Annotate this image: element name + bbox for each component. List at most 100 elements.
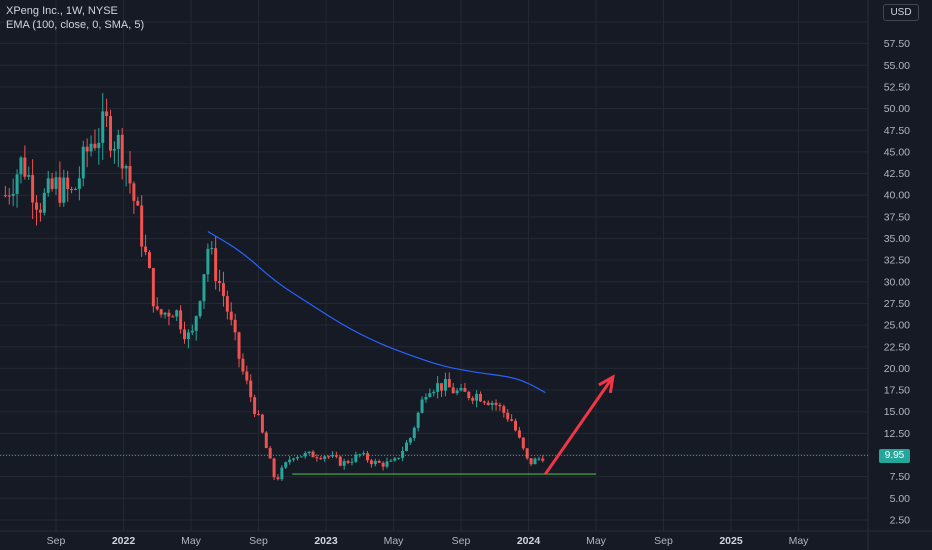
candle-body	[366, 453, 370, 461]
candle-body	[288, 459, 292, 463]
candle-body	[89, 143, 93, 152]
candle-body	[183, 329, 187, 340]
candle-body	[447, 379, 451, 388]
candle-body	[136, 200, 140, 206]
candle-body	[541, 458, 545, 461]
candle-body	[443, 379, 447, 391]
candle-body	[292, 458, 296, 460]
arrow-shaft	[544, 376, 615, 475]
x-tick-label: Sep	[47, 535, 66, 547]
candle-body	[163, 312, 167, 315]
candle-body	[475, 393, 479, 401]
candle-body	[58, 177, 62, 203]
candle-body	[140, 205, 144, 247]
candle-body	[354, 454, 358, 462]
candle-body	[502, 406, 506, 413]
candle-body	[3, 195, 7, 197]
candle-body	[299, 456, 303, 458]
candle-body	[498, 404, 502, 407]
candle-body	[268, 448, 272, 459]
x-tick-label: 2022	[112, 535, 136, 547]
candle-body	[369, 460, 373, 465]
candle-body	[440, 383, 444, 391]
candle-body	[105, 111, 109, 117]
x-tick-label: May	[789, 535, 810, 547]
candle-body	[233, 319, 237, 333]
x-tick-label: May	[181, 535, 202, 547]
y-tick-label: 45.00	[884, 146, 910, 158]
candle-body	[338, 456, 342, 466]
candle-body	[397, 457, 401, 459]
candle-body	[186, 332, 190, 340]
y-tick-label: 12.50	[884, 428, 910, 440]
candle-body	[66, 177, 70, 190]
candle-body	[210, 248, 214, 250]
candle-body	[151, 268, 155, 307]
candle-body	[315, 457, 319, 459]
candle-body	[144, 246, 148, 253]
candle-body	[424, 397, 428, 400]
x-tick-label: May	[384, 535, 405, 547]
y-tick-label: 7.50	[890, 471, 911, 483]
candle-body	[525, 448, 529, 459]
candle-body	[46, 178, 50, 193]
candle-body	[490, 402, 494, 405]
candle-body	[330, 455, 334, 457]
y-tick-label: 52.50	[884, 81, 910, 93]
candle-body	[167, 312, 171, 317]
y-tick-label: 37.50	[884, 211, 910, 223]
candle-body	[529, 458, 533, 465]
candle-body	[124, 166, 128, 169]
candle-body	[506, 412, 510, 420]
y-tick-label: 30.00	[884, 276, 910, 288]
candle-body	[27, 175, 31, 177]
candle-body	[432, 391, 436, 394]
candle-body	[467, 391, 471, 398]
candle-body	[272, 458, 276, 478]
candle-body	[159, 309, 163, 315]
candle-body	[7, 195, 11, 197]
candle-body	[31, 175, 35, 203]
candle-body	[62, 177, 66, 203]
candle-body	[486, 402, 490, 405]
candle-body	[284, 462, 288, 468]
candle-body	[319, 458, 323, 460]
candle-body	[77, 178, 81, 189]
candle-body	[241, 358, 245, 372]
candle-body	[346, 461, 350, 463]
candle-body	[377, 460, 381, 463]
candle-body	[307, 451, 311, 453]
y-tick-label: 27.50	[884, 298, 910, 310]
arrow-head	[598, 374, 615, 394]
candle-body	[42, 192, 46, 213]
time-axis[interactable]: Sep 2022 May Sep 2023 May Sep 2024 May Sep 2025 May	[47, 535, 810, 547]
candle-body	[342, 461, 346, 466]
candle-body	[420, 399, 424, 413]
x-tick-label: May	[586, 535, 607, 547]
candle-body	[116, 134, 120, 149]
y-tick-label: 2.50	[890, 514, 911, 526]
candle-body	[171, 316, 175, 318]
candle-body	[521, 437, 525, 449]
candle-body	[97, 142, 101, 149]
candle-body	[155, 306, 159, 310]
projection-arrow	[544, 374, 615, 475]
y-tick-label: 35.00	[884, 233, 910, 245]
candle-body	[412, 427, 416, 439]
candle-body	[11, 193, 15, 196]
candle-body	[214, 248, 218, 282]
candle-body	[245, 371, 249, 381]
candle-body	[109, 116, 113, 151]
currency-button[interactable]: USD	[883, 4, 919, 21]
candle-body	[455, 390, 459, 394]
candle-body	[517, 430, 521, 438]
x-tick-label: Sep	[654, 535, 673, 547]
candle-body	[350, 461, 354, 463]
candle-body	[237, 332, 241, 359]
candle-body	[327, 456, 331, 458]
ema-line	[207, 231, 546, 394]
candle-body	[389, 460, 393, 462]
y-tick-label: 15.00	[884, 406, 910, 418]
